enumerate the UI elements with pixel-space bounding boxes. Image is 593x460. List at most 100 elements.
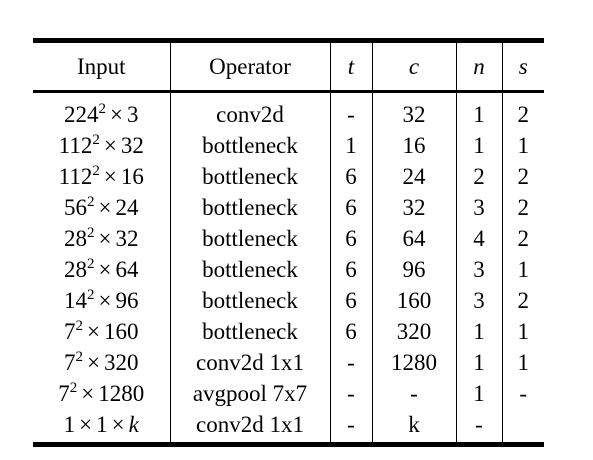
cell-input: 72 × 320 <box>33 347 171 378</box>
cell-s: 2 <box>517 164 530 189</box>
input-exponent: 2 <box>98 101 107 117</box>
cell-operator: bottleneck <box>170 192 331 223</box>
cell-c: 16 <box>372 130 457 161</box>
cell-t: 6 <box>330 316 373 347</box>
table-body: 2242 × 3 conv2d -32 1 2 1122 × 32 bottleneck 1 16 1 1 1… <box>33 91 544 445</box>
table-row: 1122 × 32 bottleneck 1 16 1 1 <box>33 130 544 161</box>
times-symbol: × <box>98 288 112 313</box>
cell-s: 1 <box>517 257 530 282</box>
header-n: n <box>456 40 503 93</box>
cell-n: 3 <box>456 254 503 285</box>
header-t: t <box>330 40 373 93</box>
input-base: 7 <box>64 350 76 375</box>
cell-input: 282 × 32 <box>33 223 171 254</box>
table-row: 142 × 96 bottleneck 6 160 3 2 <box>33 285 544 316</box>
cell-input: 282 × 64 <box>33 254 171 285</box>
input-exponent: 2 <box>87 287 95 303</box>
input-channels: 160 <box>103 319 139 344</box>
cell-t: - <box>330 409 373 445</box>
cell-input: 2242 × 3 <box>33 91 171 130</box>
input-exponent: 2 <box>92 132 100 148</box>
times-symbol: × <box>103 164 117 189</box>
times-symbol: × <box>98 195 112 220</box>
cell-t: 6 <box>330 254 373 285</box>
cell-c: 32 <box>372 192 457 223</box>
input-exponent: 2 <box>75 349 84 365</box>
architecture-table-container: Input Operator t c n s 2242 × 3 conv2d -32 1 2… <box>33 38 544 447</box>
times-symbol: × <box>98 257 112 282</box>
cell-operator: bottleneck <box>170 161 331 192</box>
input-b: 1 <box>96 412 108 437</box>
cell-t: - <box>330 347 373 378</box>
table-row: 72 × 1280 avgpool 7x7- -1- <box>33 378 544 409</box>
cell-t: 6 <box>330 223 373 254</box>
cell-input: 1122 × 32 <box>33 130 171 161</box>
cell-s: - <box>519 381 528 406</box>
input-channels: 3 <box>126 102 139 127</box>
cell-input: 142 × 96 <box>33 285 171 316</box>
header-input: Input <box>33 40 171 93</box>
cell-input: 72 × 1280 <box>33 378 171 409</box>
header-c: c <box>372 40 457 93</box>
input-channels: 1280 <box>98 381 145 406</box>
header-s: s <box>502 40 544 93</box>
table-row: 1122 × 16 bottleneck 6 24 2 2 <box>33 161 544 192</box>
input-base: 112 <box>58 133 93 158</box>
cell-input: 562 × 24 <box>33 192 171 223</box>
cell-c: 96 <box>372 254 457 285</box>
cell-c: 64 <box>372 223 457 254</box>
cell-c: 32 <box>372 91 457 130</box>
cell-c: - <box>372 378 457 409</box>
cell-s: 2 <box>517 226 530 251</box>
table-row: 1 × 1 × k conv2d 1x1 - k - <box>33 409 544 445</box>
cell-t: 1 <box>330 130 373 161</box>
cell-operator: bottleneck <box>170 316 331 347</box>
cell-operator: avgpool 7x7 <box>170 378 331 409</box>
cell-s: 2 <box>517 288 530 313</box>
cell-operator: bottleneck <box>170 285 331 316</box>
cell-operator: conv2d 1x1 <box>170 347 331 378</box>
input-base: 14 <box>64 288 87 313</box>
times-symbol: × <box>110 102 123 127</box>
input-channels: 64 <box>115 257 139 282</box>
cell-input: 1 × 1 × k <box>33 409 171 445</box>
cell-t: 6 <box>330 285 373 316</box>
cell-t: 6 <box>330 161 373 192</box>
cell-operator: bottleneck <box>170 254 331 285</box>
times-symbol: × <box>87 350 100 375</box>
cell-n: 2 <box>456 161 503 192</box>
table-row: 2242 × 3 conv2d -32 1 2 <box>33 91 544 130</box>
cell-n: - <box>456 409 503 445</box>
cell-c: 320 <box>372 316 457 347</box>
cell-s: 2 <box>517 102 530 127</box>
cell-n: 1 <box>456 378 503 409</box>
cell-n: 3 <box>456 285 503 316</box>
input-a: 1 <box>63 412 76 437</box>
input-k: k <box>128 412 139 437</box>
cell-input: 1122 × 16 <box>33 161 171 192</box>
times-symbol: × <box>81 381 95 406</box>
table-row: 72 × 160 bottleneck 6 320 1 1 <box>33 316 544 347</box>
input-base: 224 <box>64 102 99 127</box>
cell-s <box>502 409 544 445</box>
input-base: 56 <box>64 195 87 220</box>
times-symbol: × <box>87 319 100 344</box>
cell-input: 72 × 160 <box>33 316 171 347</box>
times-symbol: × <box>103 133 117 158</box>
times-symbol: × <box>111 412 125 437</box>
table-row: 282 × 64 bottleneck 6 96 3 1 <box>33 254 544 285</box>
input-base: 7 <box>64 319 76 344</box>
input-channels: 16 <box>120 164 144 189</box>
input-exponent: 2 <box>69 380 78 396</box>
cell-t: - <box>330 378 373 409</box>
times-symbol: × <box>79 412 93 437</box>
input-channels: 32 <box>120 133 144 158</box>
input-exponent: 2 <box>92 163 100 179</box>
input-base: 7 <box>58 381 70 406</box>
cell-c: 160 <box>372 285 457 316</box>
cell-operator: bottleneck <box>170 223 331 254</box>
input-exponent: 2 <box>87 194 95 210</box>
architecture-table: Input Operator t c n s 2242 × 3 conv2d -32 1 2… <box>33 38 544 447</box>
input-base: 28 <box>64 226 87 251</box>
header-operator: Operator <box>170 40 331 93</box>
